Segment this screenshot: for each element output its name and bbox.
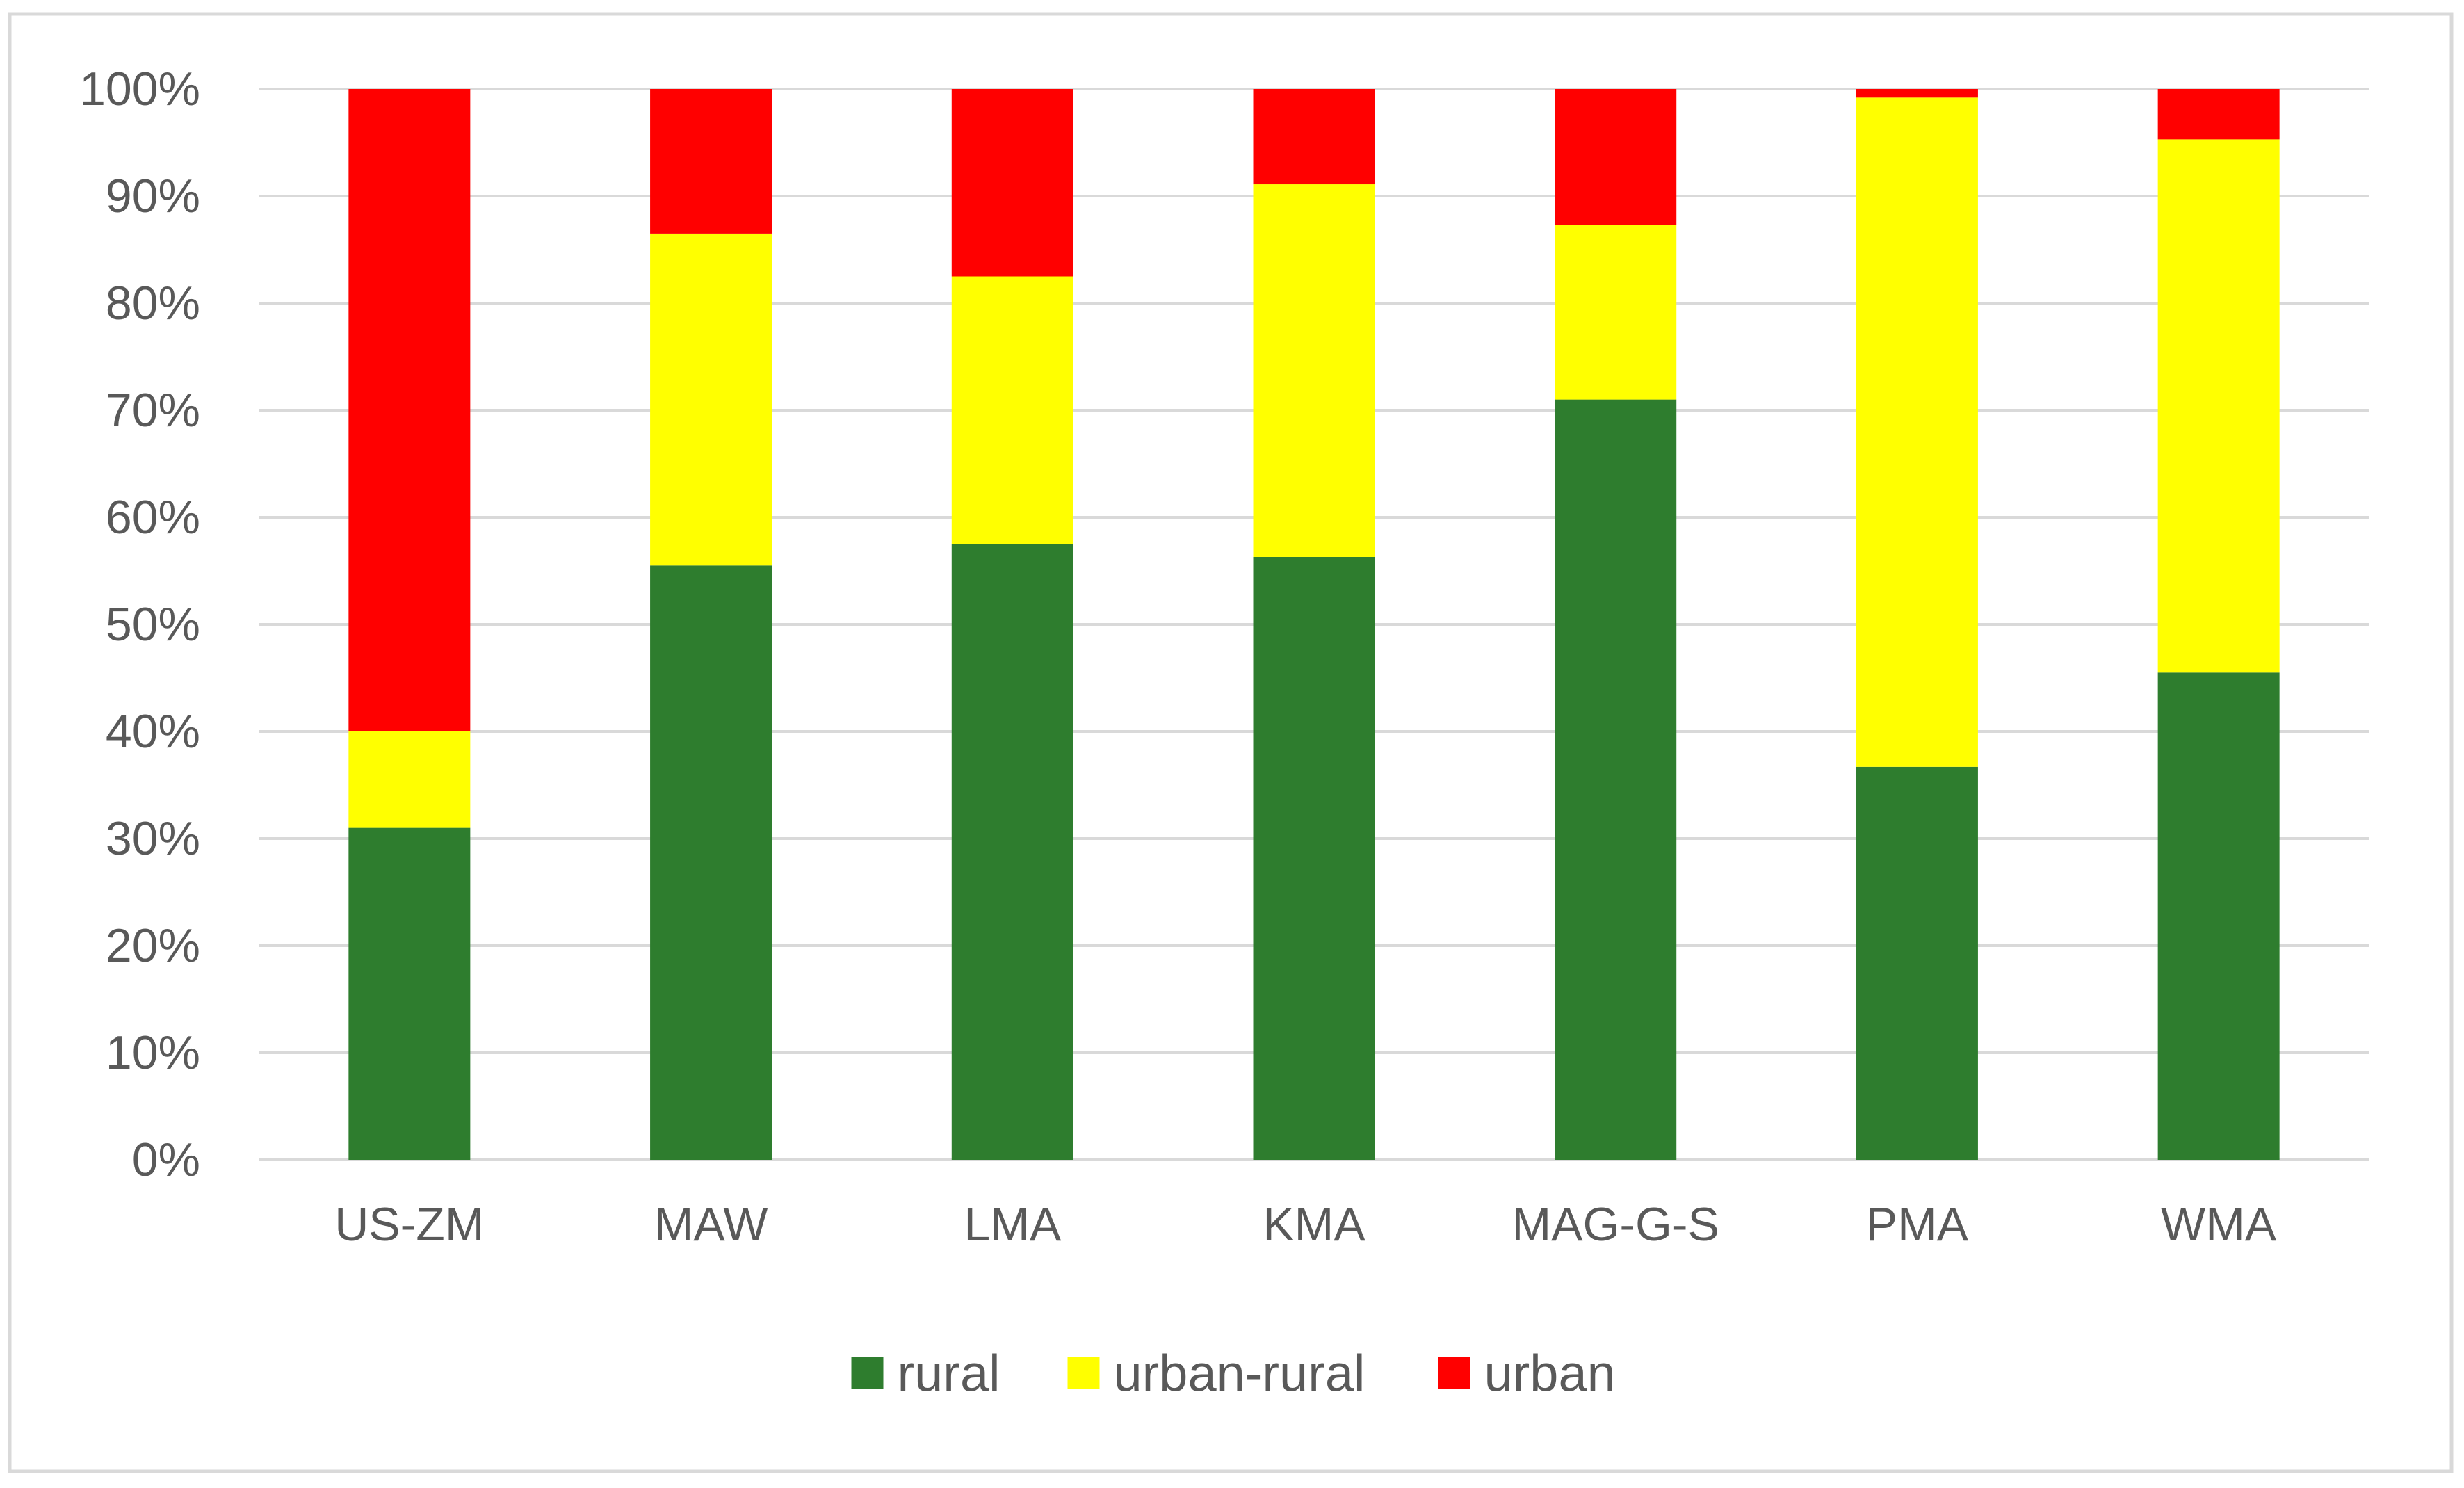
x-tick-label: MAG-G-S [1511, 1198, 1719, 1251]
legend-swatch-urban-rural [1067, 1357, 1100, 1389]
y-tick-label: 30% [106, 812, 200, 865]
x-tick-label: US-ZM [334, 1198, 484, 1251]
bar-kma-urban-rural [1253, 184, 1375, 557]
x-tick-label: WMA [2161, 1198, 2277, 1251]
bar-us-zm-urban [348, 89, 471, 731]
y-tick-label: 90% [106, 170, 200, 223]
bar-kma-rural [1253, 556, 1375, 1160]
legend-label-urban: urban [1484, 1345, 1616, 1402]
x-tick-label: PMA [1866, 1198, 1969, 1251]
bar-us-zm-urban-rural [348, 731, 471, 828]
y-tick-label: 80% [106, 277, 200, 330]
x-tick-label: MAW [654, 1198, 768, 1251]
y-tick-label: 0% [132, 1133, 200, 1186]
legend-swatch-rural [851, 1357, 884, 1389]
legend: rural urban-rural urban [851, 1345, 1616, 1402]
bar-kma-urban [1253, 89, 1375, 185]
bar-mag-g-s-urban [1555, 89, 1677, 225]
bar-maw-urban [650, 89, 772, 234]
legend-item-urban: urban [1438, 1345, 1616, 1402]
bar-pma-rural [1856, 766, 1978, 1160]
bar-lma-urban-rural [951, 276, 1073, 544]
legend-item-urban-rural: urban-rural [1067, 1345, 1365, 1402]
bar-mag-g-s-rural [1555, 399, 1677, 1160]
y-tick-label: 70% [106, 384, 200, 437]
legend-label-urban-rural: urban-rural [1114, 1345, 1365, 1402]
y-tick-label: 50% [106, 598, 200, 651]
bar-wma-urban-rural [2157, 139, 2280, 673]
bars [348, 89, 2280, 1160]
y-tick-label: 100% [79, 63, 200, 115]
y-axis: 0% 10% 20% 30% 40% 50% 60% 70% 80% 90% 100% [79, 63, 200, 1186]
bar-wma-rural [2157, 672, 2280, 1160]
x-axis: US-ZM MAW LMA KMA MAG-G-S PMA WMA [334, 1198, 2277, 1251]
bar-mag-g-s-urban-rural [1555, 225, 1677, 400]
bar-pma-urban-rural [1856, 97, 1978, 767]
bar-lma-rural [951, 544, 1073, 1160]
bar-us-zm-rural [348, 827, 471, 1160]
bar-maw-urban-rural [650, 233, 772, 566]
bar-maw-rural [650, 565, 772, 1160]
legend-swatch-urban [1438, 1357, 1470, 1389]
bar-pma-urban [1856, 89, 1978, 98]
y-tick-label: 40% [106, 705, 200, 758]
legend-item-rural: rural [851, 1345, 1000, 1402]
y-tick-label: 10% [106, 1026, 200, 1079]
y-tick-label: 20% [106, 919, 200, 972]
bar-wma-urban [2157, 89, 2280, 140]
x-tick-label: KMA [1263, 1198, 1365, 1251]
y-tick-label: 60% [106, 491, 200, 544]
bar-lma-urban [951, 89, 1073, 277]
x-tick-label: LMA [964, 1198, 1061, 1251]
legend-label-rural: rural [898, 1345, 1000, 1402]
